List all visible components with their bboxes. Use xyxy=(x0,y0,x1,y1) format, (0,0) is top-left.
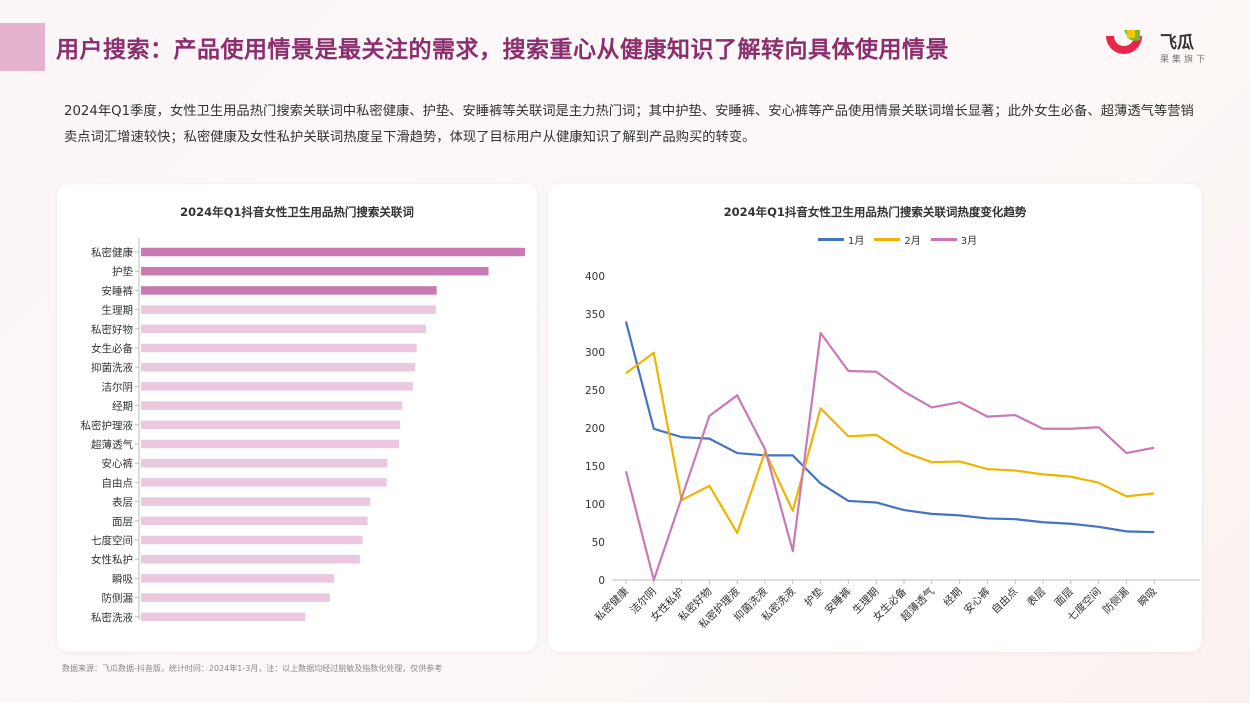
bar-1 xyxy=(141,266,489,276)
melon-logo-icon xyxy=(1106,30,1142,54)
bar-2 xyxy=(141,286,437,295)
bar-17 xyxy=(141,574,335,583)
bar-label-7: 洁尔阴 xyxy=(102,380,134,393)
bar-12 xyxy=(141,478,387,487)
bar-chart-title: 2024年Q1抖音女性卫生用品热门搜索关联词 xyxy=(180,205,414,219)
bar-0 xyxy=(141,247,525,257)
legend-label-feb: 2月 xyxy=(904,236,921,247)
data-source-footer: 数据来源：飞瓜数据-抖音版，统计时间：2024年1-3月，注：以上数据均经过脱敏… xyxy=(62,664,443,673)
bar-label-4: 私密好物 xyxy=(91,323,133,336)
bar-5 xyxy=(141,343,417,353)
bar-4 xyxy=(141,324,426,334)
bar-label-0: 私密健康 xyxy=(91,246,133,259)
legend-item-jan: 1月 xyxy=(818,232,864,247)
bar-label-5: 女生必备 xyxy=(91,342,133,355)
bar-10 xyxy=(141,439,400,449)
bar-9 xyxy=(141,420,401,430)
legend-label-jan: 1月 xyxy=(848,236,865,247)
x-tick-label-18: 防侧漏 xyxy=(1100,585,1131,616)
bar-11 xyxy=(141,458,388,468)
y-tick-label-3: 150 xyxy=(585,461,605,473)
bar-label-9: 私密护理液 xyxy=(81,419,134,432)
bar-label-16: 女性私护 xyxy=(91,553,133,566)
x-tick-label-7: 护垫 xyxy=(802,585,826,609)
legend-item-feb: 2月 xyxy=(874,232,921,247)
bar-label-13: 表层 xyxy=(112,496,133,509)
y-tick-label-2: 100 xyxy=(585,499,605,511)
legend-label-mar: 3月 xyxy=(960,236,978,247)
line-chart-card: 2024年Q1抖音女性卫生用品热门搜索关联词热度变化趋势 1月 2月 3月 0 5… xyxy=(548,184,1202,652)
brand-logo: 飞瓜 果集旗下 xyxy=(1100,26,1240,70)
y-tick-label-8: 400 xyxy=(585,271,605,283)
series-line-0 xyxy=(624,321,1155,534)
x-tick-label-8: 安睡裤 xyxy=(822,585,853,616)
line-chart-legend: 1月 2月 3月 xyxy=(818,232,977,247)
series-line-1 xyxy=(625,351,1155,534)
legend-swatch-jan xyxy=(818,238,844,241)
y-tick-label-6: 300 xyxy=(585,347,605,359)
x-tick-label-12: 经期 xyxy=(941,585,965,609)
bar-chart-card: 2024年Q1抖音女性卫生用品热门搜索关联词 私密健康护垫安睡裤生理期私密好物女… xyxy=(57,184,537,652)
bar-19 xyxy=(141,612,306,622)
legend-swatch-feb xyxy=(874,238,901,241)
bar-label-14: 面层 xyxy=(112,516,133,528)
bar-label-18: 防侧漏 xyxy=(102,592,134,605)
bar-15 xyxy=(141,535,363,545)
x-tick-label-15: 表层 xyxy=(1024,585,1048,609)
bar-16 xyxy=(141,554,360,564)
bar-label-8: 经期 xyxy=(112,400,133,413)
logo-subtitle: 果集旗下 xyxy=(1160,55,1209,65)
line-chart-title: 2024年Q1抖音女性卫生用品热门搜索关联词热度变化趋势 xyxy=(723,205,1027,219)
summary-text: 2024年Q1季度，女性卫生用品热门搜索关联词中私密健康、护垫、安睡裤等关联词是… xyxy=(64,104,1194,145)
bar-3 xyxy=(141,305,436,314)
series-line-2 xyxy=(624,331,1155,582)
legend-swatch-mar xyxy=(930,238,957,241)
x-tick-label-16: 面层 xyxy=(1053,586,1076,609)
bar-label-1: 护垫 xyxy=(112,265,133,278)
x-tick-label-14: 自由点 xyxy=(989,585,1020,616)
bar-6 xyxy=(141,362,416,372)
x-tick-label-0: 私密健康 xyxy=(592,585,631,624)
bar-label-6: 抑菌洗液 xyxy=(91,361,133,374)
y-tick-label-0: 0 xyxy=(598,575,605,587)
bar-7 xyxy=(141,382,413,391)
y-tick-label-7: 350 xyxy=(585,309,605,321)
bar-chart: 私密健康护垫安睡裤生理期私密好物女生必备抑菌洗液洁尔阴经期私密护理液超薄透气安心… xyxy=(81,238,525,624)
title-accent-bar xyxy=(0,23,45,71)
bar-14 xyxy=(141,516,368,526)
bar-label-19: 私密洗液 xyxy=(91,611,133,624)
bar-label-2: 安睡裤 xyxy=(102,284,134,297)
bar-18 xyxy=(141,593,330,602)
y-tick-label-4: 200 xyxy=(585,423,605,435)
bar-label-11: 安心裤 xyxy=(102,457,134,470)
bar-8 xyxy=(141,401,403,410)
logo-name: 飞瓜 xyxy=(1160,33,1194,53)
bar-label-15: 七度空间 xyxy=(91,534,133,547)
y-tick-label-1: 50 xyxy=(592,537,605,549)
x-tick-label-19: 瞬吸 xyxy=(1135,585,1159,609)
bar-label-10: 超薄透气 xyxy=(91,438,133,451)
legend-item-mar: 3月 xyxy=(930,232,978,247)
x-tick-label-13: 安心裤 xyxy=(961,585,992,616)
bar-13 xyxy=(141,497,371,506)
y-tick-label-5: 250 xyxy=(585,385,605,397)
bar-label-3: 生理期 xyxy=(102,304,134,317)
page-title: 用户搜索：产品使用情景是最关注的需求，搜索重心从健康知识了解转向具体使用情景 xyxy=(56,37,949,63)
bar-label-17: 瞬吸 xyxy=(112,572,133,585)
line-chart: 050100150200250300350400私密健康洁尔阴女性私护私密好物私… xyxy=(585,271,1200,631)
bar-label-12: 自由点 xyxy=(102,476,134,489)
